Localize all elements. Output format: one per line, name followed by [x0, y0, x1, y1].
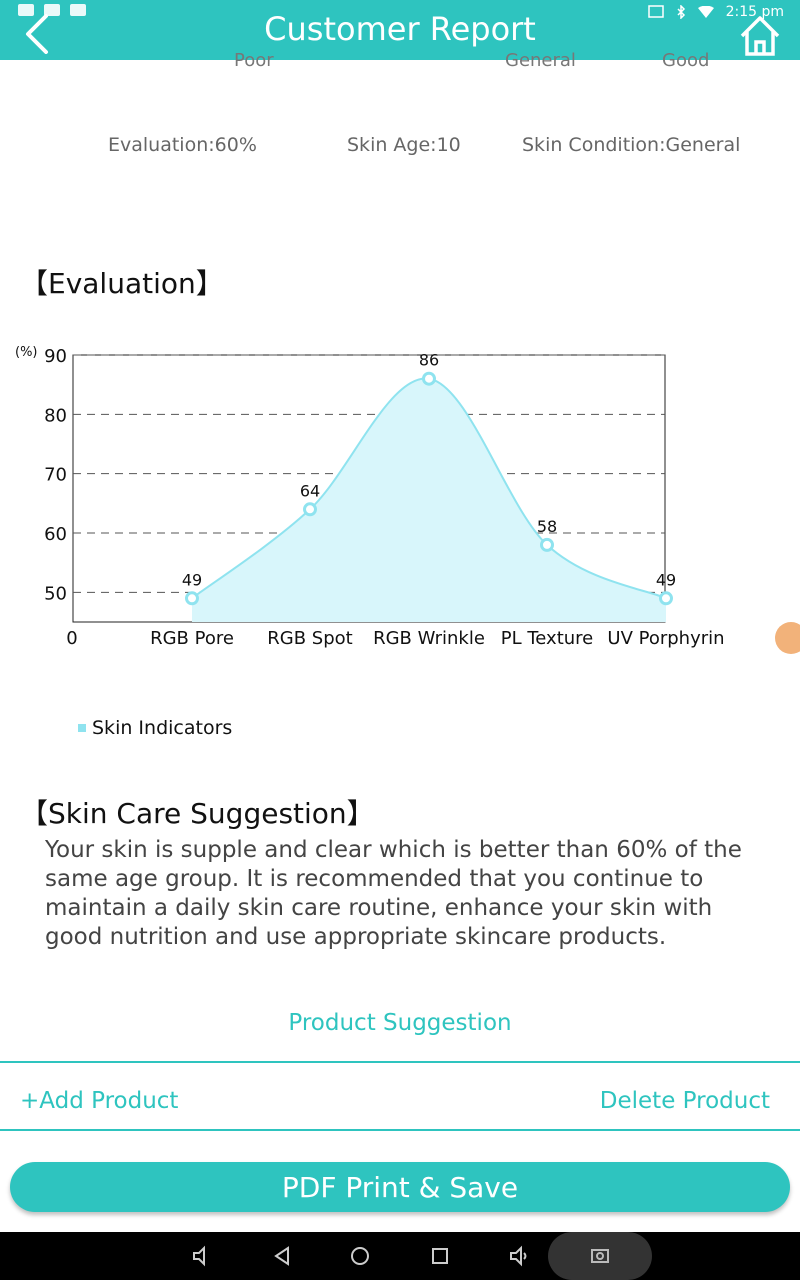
y-tick-label: 60	[44, 524, 67, 545]
skin-age-metric: Skin Age:10	[347, 134, 461, 156]
volume-up-icon[interactable]	[508, 1244, 532, 1268]
app-header: 2:15 pm Customer Report	[0, 0, 800, 60]
video-icon	[44, 4, 60, 16]
system-nav-bar	[0, 1232, 800, 1280]
y-tick-label: 70	[44, 465, 67, 486]
y-tick-label: 80	[44, 405, 67, 426]
evaluation-section-title: 【Evaluation】	[20, 267, 224, 300]
x-origin-label: 0	[66, 628, 77, 649]
video-icon	[18, 4, 34, 16]
data-point	[540, 537, 554, 552]
bluetooth-icon	[677, 5, 685, 19]
product-suggestion-label: Product Suggestion	[288, 1010, 512, 1036]
x-tick-label: RGB Wrinkle	[373, 628, 485, 649]
evaluation-metric: Evaluation:60%	[108, 134, 257, 156]
x-tick-label: RGB Pore	[150, 628, 234, 649]
data-point	[422, 371, 436, 386]
data-label: 49	[182, 570, 202, 589]
x-tick-label: PL Texture	[501, 628, 594, 649]
data-point	[185, 591, 199, 606]
divider	[0, 1061, 800, 1063]
skin-care-section-title: 【Skin Care Suggestion】	[20, 797, 375, 830]
x-tick-label: RGB Spot	[267, 628, 352, 649]
screenshot-pill[interactable]	[548, 1232, 652, 1280]
status-bar-right: 2:15 pm	[647, 4, 784, 20]
legend-swatch	[78, 724, 86, 732]
scale-label-good: Good	[662, 50, 710, 71]
y-tick-label: 90	[44, 346, 67, 367]
data-label: 49	[656, 570, 676, 589]
evaluation-chart: 90 80 70 60 50 (%) 0 49 RGB Pore 64 RGB Spot 86 RGB …	[15, 345, 725, 649]
divider	[0, 1129, 800, 1131]
cast-icon	[647, 5, 664, 18]
screenshot-icon	[591, 1249, 609, 1263]
page-title: Customer Report	[264, 10, 536, 48]
chart-legend: Skin Indicators	[78, 717, 232, 739]
condition-scale-labels: Poor General Good	[0, 50, 800, 72]
data-label: 64	[300, 481, 320, 500]
data-label: 86	[419, 351, 439, 370]
volume-down-icon[interactable]	[190, 1244, 214, 1268]
skin-care-suggestion-text: Your skin is supple and clear which is b…	[45, 837, 742, 950]
recents-nav-icon[interactable]	[428, 1244, 452, 1268]
home-button[interactable]	[738, 14, 782, 58]
scale-label-general: General	[505, 50, 576, 71]
scale-label-poor: Poor	[234, 50, 274, 71]
y-axis-unit-label: (%)	[15, 345, 38, 360]
data-label: 58	[537, 517, 557, 536]
y-tick-label: 50	[44, 583, 67, 604]
legend-label: Skin Indicators	[92, 717, 233, 739]
data-point	[303, 502, 317, 517]
data-point	[659, 591, 673, 606]
skin-condition-metric: Skin Condition:General	[522, 134, 741, 156]
home-nav-icon[interactable]	[348, 1244, 372, 1268]
add-product-button[interactable]: +Add Product	[20, 1088, 179, 1114]
image-icon	[70, 4, 86, 16]
status-notifications	[18, 4, 86, 16]
wifi-icon	[697, 6, 714, 18]
x-tick-label: UV Porphyrin	[607, 628, 724, 649]
back-nav-icon[interactable]	[270, 1244, 294, 1268]
series-area	[192, 378, 666, 622]
back-button[interactable]	[18, 10, 58, 54]
pdf-print-save-button[interactable]: PDF Print & Save	[10, 1162, 790, 1212]
delete-product-button[interactable]: Delete Product	[599, 1088, 770, 1114]
floating-camera-button[interactable]	[775, 622, 800, 654]
status-time: 2:15 pm	[725, 4, 784, 20]
